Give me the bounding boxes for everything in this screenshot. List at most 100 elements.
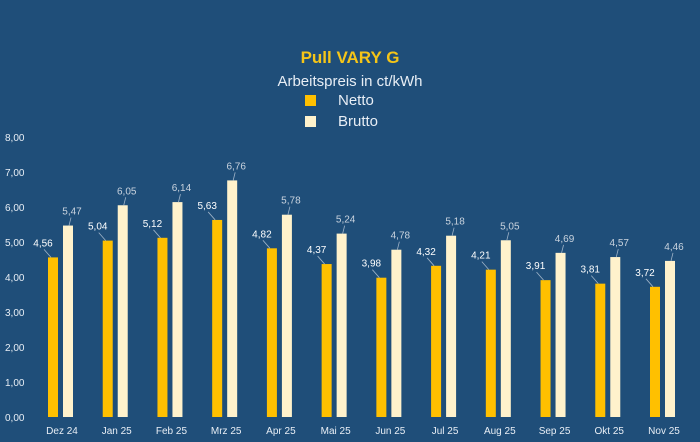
data-label-netto: 3,72: [635, 268, 655, 279]
data-label-netto: 3,91: [526, 261, 546, 272]
data-label-netto: 5,12: [143, 219, 163, 230]
bar-brutto: [446, 235, 457, 417]
y-tick-label: 0,00: [5, 413, 25, 424]
y-tick-label: 3,00: [5, 308, 25, 319]
data-label-brutto: 5,18: [445, 217, 465, 228]
data-label-brutto: 5,24: [336, 215, 356, 226]
bar-brutto: [610, 257, 621, 417]
legend-swatch-netto: [305, 95, 316, 106]
leader-line: [506, 232, 510, 241]
leader-line: [262, 240, 271, 249]
leader-line: [645, 278, 654, 288]
x-tick-label: Sep 25: [539, 426, 571, 437]
data-label-netto: 4,37: [307, 245, 327, 256]
x-tick-label: Nov 25: [648, 426, 680, 437]
data-label-netto: 3,98: [362, 259, 382, 270]
chart-subtitle: Arbeitspreis in ct/kWh: [277, 73, 423, 90]
bar-netto: [485, 269, 496, 417]
bar-netto: [48, 257, 58, 417]
leader-line: [43, 249, 52, 258]
bar-netto: [157, 237, 168, 417]
leader-line: [481, 261, 490, 270]
bar-netto: [102, 240, 113, 417]
data-label-brutto: 6,14: [172, 183, 192, 194]
leader-line: [68, 217, 72, 226]
bar-brutto: [665, 260, 675, 417]
y-tick-label: 2,00: [5, 343, 25, 354]
legend-label-brutto: Brutto: [338, 113, 379, 130]
bar-netto: [431, 265, 442, 417]
bar-brutto: [117, 205, 128, 417]
x-tick-label: Aug 25: [484, 426, 516, 437]
legend-netto: Netto: [305, 92, 374, 109]
legend-brutto: Brutto: [305, 113, 378, 130]
leader-line: [153, 229, 161, 239]
data-label-brutto: 5,47: [62, 207, 82, 218]
x-tick-label: Dez 24: [46, 426, 78, 437]
bar-netto: [376, 277, 387, 417]
x-tick-label: Feb 25: [156, 426, 188, 437]
x-tick-label: Apr 25: [266, 426, 296, 437]
data-label-brutto: 6,76: [226, 161, 246, 172]
leader-line: [98, 232, 107, 241]
bar-netto: [266, 248, 277, 417]
y-tick-label: 4,00: [5, 273, 25, 284]
data-label-brutto: 4,46: [664, 242, 684, 253]
data-label-netto: 4,32: [416, 247, 436, 258]
leader-line: [426, 257, 435, 267]
data-label-brutto: 6,05: [117, 186, 137, 197]
bar-netto: [650, 286, 660, 417]
y-tick-label: 7,00: [5, 168, 25, 179]
bar-brutto: [336, 233, 347, 417]
leader-line: [317, 255, 325, 265]
x-tick-label: Mai 25: [321, 426, 351, 437]
leader-line: [372, 269, 380, 278]
data-label-brutto: 4,57: [610, 238, 630, 249]
leader-line: [232, 172, 236, 181]
y-tick-label: 1,00: [5, 378, 25, 389]
data-label-netto: 4,56: [33, 238, 53, 249]
data-label-brutto: 4,69: [555, 234, 575, 245]
data-label-netto: 4,21: [471, 251, 491, 262]
legend-swatch-brutto: [305, 116, 316, 127]
chart-title: Pull VARY G: [300, 48, 400, 67]
leader-line: [536, 271, 544, 281]
x-tick-label: Mrz 25: [211, 426, 242, 437]
bar-netto: [321, 264, 332, 417]
leader-line: [123, 197, 127, 206]
bar-brutto: [391, 249, 402, 417]
x-tick-label: Okt 25: [595, 426, 625, 437]
bar-brutto: [227, 180, 238, 417]
y-tick-label: 6,00: [5, 203, 25, 214]
bar-brutto: [500, 240, 511, 417]
bar-netto: [540, 280, 551, 417]
bar-netto: [212, 219, 223, 417]
bar-netto: [595, 283, 606, 417]
bar-brutto: [555, 252, 566, 417]
data-label-brutto: 4,78: [391, 231, 411, 242]
leader-line: [561, 244, 564, 253]
data-label-netto: 5,04: [88, 222, 108, 233]
leader-line: [207, 211, 216, 221]
data-label-brutto: 5,78: [281, 196, 301, 207]
leader-line: [590, 275, 599, 284]
y-tick-label: 5,00: [5, 238, 25, 249]
bar-brutto: [172, 202, 183, 417]
data-label-netto: 3,81: [581, 265, 601, 276]
leader-line: [615, 248, 619, 258]
data-label-netto: 4,82: [252, 229, 272, 240]
data-label-brutto: 5,05: [500, 221, 520, 232]
leader-line: [670, 252, 674, 261]
x-tick-label: Jul 25: [432, 426, 459, 437]
x-tick-label: Jan 25: [102, 426, 132, 437]
bar-brutto: [63, 225, 73, 417]
data-label-netto: 5,63: [197, 201, 217, 212]
leader-line: [396, 241, 400, 250]
x-tick-label: Jun 25: [375, 426, 405, 437]
leader-line: [178, 194, 181, 203]
bar-brutto: [281, 214, 292, 417]
leader-line: [287, 206, 291, 215]
legend-label-netto: Netto: [338, 92, 374, 109]
leader-line: [451, 227, 455, 236]
